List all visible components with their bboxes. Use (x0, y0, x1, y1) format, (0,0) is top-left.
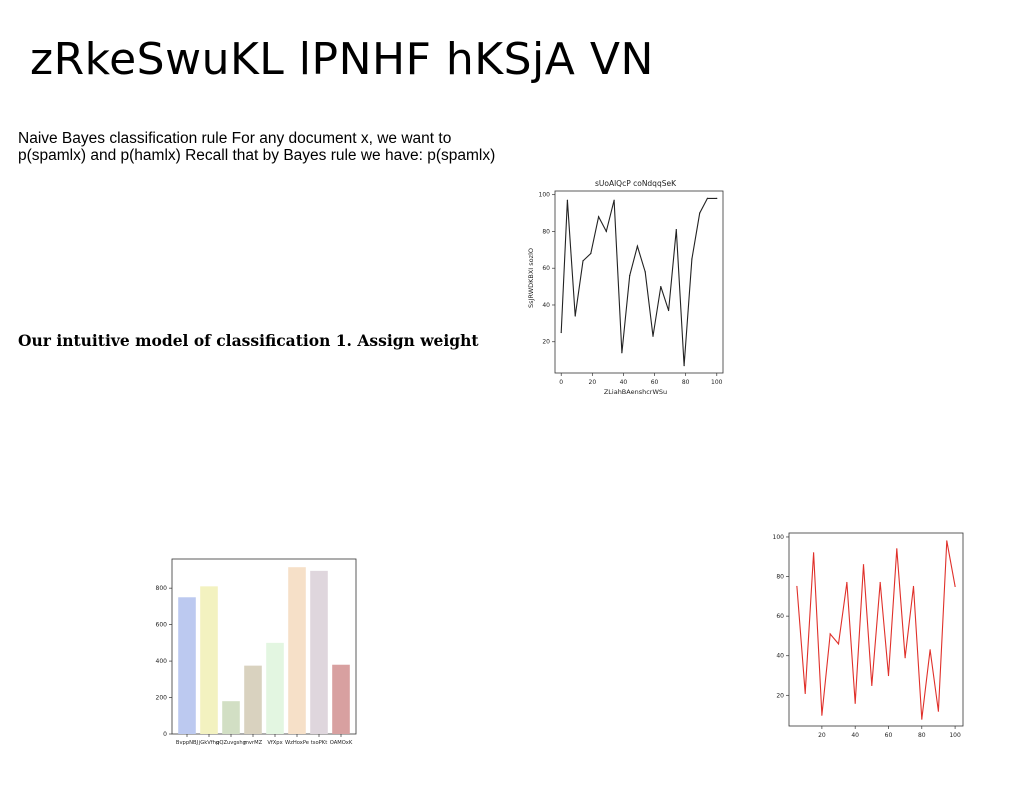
data-point (597, 216, 600, 218)
paragraph-line-2: p(spamlx) and p(hamlx) Recall that by Ba… (18, 147, 496, 164)
x-tick-label: 40 (620, 379, 628, 386)
plot-frame (788, 532, 964, 727)
x-tick-label: 0 (559, 379, 563, 386)
x-tick-label: 40 (851, 732, 859, 739)
data-point (829, 633, 831, 635)
data-point (613, 199, 615, 201)
data-point (796, 585, 798, 588)
data-point (912, 585, 915, 588)
bar-chart: 0 200 400 600 800 BvppNBJ jGkVfhqpQZuvgshgmvrM… (156, 558, 357, 746)
data-point (605, 230, 607, 233)
series-line (560, 197, 717, 366)
data-point (846, 581, 848, 584)
x-tick-label: BvppNBJ (176, 740, 199, 746)
data-point (904, 657, 906, 659)
x-axis-label: ZLiahBAenshcrWSu (604, 388, 667, 396)
x-tick-label: tsoPKt (311, 740, 327, 746)
bar (332, 664, 350, 734)
x-tick-label: 60 (651, 379, 659, 386)
x-tick-label: 20 (818, 732, 826, 739)
data-point (675, 229, 677, 231)
plot-frame (171, 558, 357, 735)
chart-title: sUoAlQcP coNdqqSeK (595, 179, 677, 188)
bar (244, 665, 262, 734)
body-paragraph: Naive Bayes classification rule For any … (18, 130, 518, 164)
x-tick-label: WzHoxPe (285, 740, 309, 746)
y-tick-label: 20 (776, 692, 784, 699)
data-point (812, 552, 815, 554)
y-tick-label: 200 (156, 695, 168, 702)
data-point (954, 585, 956, 588)
data-point (716, 197, 718, 199)
y-tick-label: 60 (776, 613, 784, 620)
line-chart-bottom: 20 40 60 80 100 20 40 60 80 100 (773, 532, 964, 739)
data-point (652, 335, 654, 337)
bar (288, 567, 306, 734)
x-tick-label: 80 (682, 379, 690, 386)
data-point (862, 564, 865, 566)
data-point (896, 548, 898, 550)
data-point (921, 718, 923, 720)
y-tick-label: 40 (542, 302, 550, 309)
x-tick-label: 20 (589, 379, 597, 386)
data-point (574, 315, 576, 317)
y-tick-label: 100 (773, 534, 785, 541)
data-point (871, 684, 873, 687)
x-tick-label: 100 (949, 732, 961, 739)
data-point (887, 674, 890, 677)
y-axis-label: SsJRWDKBXI sozlO (527, 248, 535, 308)
data-point (854, 702, 856, 704)
bold-heading-line: Our intuitive model of classification 1.… (18, 331, 479, 350)
data-point (706, 197, 709, 199)
y-tick-label: 600 (156, 622, 168, 629)
data-point (804, 692, 806, 694)
y-tick-label: 40 (776, 653, 784, 660)
bar (200, 586, 218, 734)
data-point (929, 649, 931, 651)
y-tick-label: 60 (542, 265, 550, 272)
x-tick-label: mvrMZ (244, 740, 263, 746)
y-tick-label: 80 (776, 574, 784, 581)
x-tick-label: 60 (885, 732, 893, 739)
data-point (629, 274, 631, 277)
slide-title: zRkeSwuKL lPNHF hKSjA VN (30, 34, 654, 85)
y-tick-label: 100 (539, 192, 551, 199)
data-point (699, 212, 701, 214)
data-point (636, 245, 639, 247)
data-point (667, 309, 670, 312)
data-point (621, 352, 623, 354)
data-point (946, 540, 948, 542)
series-line (796, 540, 956, 720)
x-tick-label: pQZuvgshg (216, 740, 246, 746)
bar (310, 570, 328, 734)
bar (178, 597, 196, 734)
x-tick-label: VfXpx (267, 740, 282, 746)
bar (266, 642, 284, 734)
data-point (566, 199, 569, 201)
bar (222, 701, 240, 734)
line-chart-top: sUoAlQcP coNdqqSeK ZLiahBAenshcrWSu SsJR… (527, 179, 724, 396)
y-tick-label: 20 (542, 339, 550, 346)
data-point (644, 271, 646, 273)
plot-frame (554, 190, 724, 374)
data-point (590, 252, 592, 255)
paragraph-line-1: Naive Bayes classification rule For any … (18, 130, 452, 147)
data-point (821, 714, 823, 716)
data-point (691, 258, 693, 260)
x-tick-label: 80 (918, 732, 926, 739)
x-tick-label: jGkVfhq (198, 740, 219, 746)
y-tick-label: 400 (156, 658, 168, 665)
y-tick-label: 0 (163, 731, 167, 738)
data-point (560, 331, 562, 334)
y-tick-label: 80 (542, 228, 550, 235)
data-point (683, 365, 685, 367)
data-point (837, 643, 840, 645)
x-tick-label: 100 (711, 379, 723, 386)
data-point (582, 260, 584, 262)
y-tick-label: 800 (156, 585, 168, 592)
data-point (879, 581, 881, 584)
data-point (660, 285, 662, 288)
data-point (937, 710, 940, 712)
x-tick-label: OAMOxK (330, 740, 353, 746)
